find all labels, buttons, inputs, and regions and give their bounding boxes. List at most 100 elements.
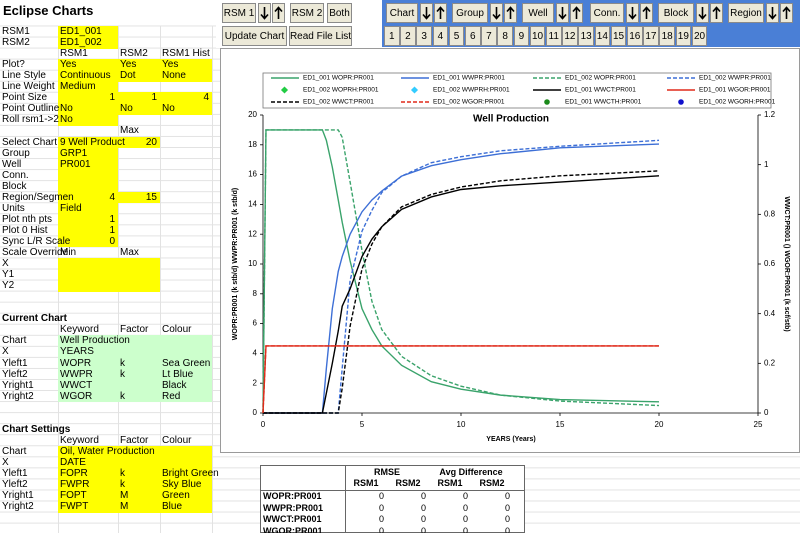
button[interactable]: 2 bbox=[400, 26, 416, 46]
x-tick-label: 10 bbox=[457, 420, 466, 429]
cell: 1 bbox=[109, 213, 115, 225]
button[interactable]: 4 bbox=[432, 26, 449, 46]
cell-highlight bbox=[58, 390, 118, 403]
cell-highlight bbox=[58, 280, 118, 292]
arrow-button[interactable] bbox=[258, 3, 271, 23]
series-line bbox=[263, 143, 660, 414]
x-tick-label: 5 bbox=[360, 420, 365, 429]
cell-highlight bbox=[58, 379, 118, 392]
button[interactable]: Group bbox=[452, 3, 488, 23]
arrow-icon bbox=[260, 7, 269, 20]
column-header: RSM2 bbox=[479, 478, 505, 488]
arrow-button[interactable] bbox=[626, 3, 639, 23]
cell-highlight bbox=[160, 490, 212, 502]
cell-highlight bbox=[58, 445, 118, 458]
arrow-icon bbox=[572, 6, 581, 19]
button[interactable]: Read File List bbox=[289, 26, 352, 46]
button[interactable]: 12 bbox=[562, 26, 578, 46]
cell-highlight bbox=[160, 445, 212, 458]
cell-highlight bbox=[58, 92, 118, 104]
button[interactable]: RSM 2 bbox=[290, 3, 324, 23]
button[interactable]: 19 bbox=[675, 26, 692, 46]
stat-value: 0 bbox=[504, 525, 510, 533]
button[interactable]: 10 bbox=[529, 26, 546, 46]
cell-highlight bbox=[58, 103, 118, 115]
arrow-icon bbox=[506, 6, 515, 19]
arrow-button[interactable] bbox=[272, 3, 285, 23]
table-divider bbox=[345, 466, 346, 532]
button[interactable]: Block bbox=[658, 3, 694, 23]
cell: k bbox=[120, 390, 125, 402]
arrow-icon bbox=[628, 7, 637, 20]
y-tick-label: 2 bbox=[253, 378, 258, 387]
arrow-button[interactable] bbox=[504, 3, 517, 23]
button[interactable]: 8 bbox=[497, 26, 513, 46]
button[interactable]: Chart bbox=[386, 3, 418, 23]
arrow-button[interactable] bbox=[640, 3, 653, 23]
y-tick-label: 10 bbox=[248, 259, 257, 268]
cell: Yleft2 bbox=[2, 368, 28, 380]
button[interactable]: 1 bbox=[384, 26, 400, 46]
arrow-button[interactable] bbox=[570, 3, 583, 23]
y2-tick-label: 0.6 bbox=[764, 259, 776, 268]
arrow-button[interactable] bbox=[766, 3, 779, 23]
cell: Current Chart bbox=[2, 313, 68, 325]
arrow-glyph bbox=[506, 6, 515, 19]
cell-highlight bbox=[160, 456, 212, 469]
arrow-button[interactable] bbox=[490, 3, 503, 23]
cell: Continuous bbox=[60, 70, 111, 82]
arrow-button[interactable] bbox=[556, 3, 569, 23]
button[interactable]: 9 bbox=[513, 26, 530, 46]
cell: RSM1 Hist bbox=[162, 48, 210, 60]
cell: RSM1 bbox=[2, 26, 30, 37]
button[interactable]: Update Chart bbox=[222, 26, 287, 46]
cell-highlight bbox=[58, 258, 118, 270]
cell-highlight bbox=[58, 490, 118, 502]
button[interactable]: 3 bbox=[416, 26, 432, 46]
button[interactable]: 13 bbox=[578, 26, 594, 46]
button[interactable]: 17 bbox=[643, 26, 659, 46]
cell: None bbox=[162, 70, 186, 82]
button[interactable]: RSM 1 bbox=[222, 3, 256, 23]
cell: Min bbox=[60, 247, 77, 258]
chart-title: Well Production bbox=[473, 114, 549, 125]
arrow-icon bbox=[782, 6, 791, 19]
cell-highlight bbox=[118, 103, 160, 115]
button[interactable]: Region bbox=[728, 3, 764, 23]
button[interactable]: 5 bbox=[448, 26, 465, 46]
series-line bbox=[262, 345, 659, 414]
x-tick-label: 0 bbox=[261, 420, 266, 429]
cell: Yes bbox=[60, 59, 77, 71]
button[interactable]: 14 bbox=[594, 26, 611, 46]
cell: FWPR bbox=[60, 479, 90, 491]
cell-highlight bbox=[160, 501, 212, 513]
cell: Point Outline bbox=[2, 103, 60, 115]
table-divider bbox=[261, 490, 524, 491]
cell: Chart bbox=[2, 445, 27, 457]
cell-highlight bbox=[58, 37, 118, 49]
button[interactable]: 7 bbox=[481, 26, 497, 46]
button[interactable]: 11 bbox=[546, 26, 562, 46]
button[interactable]: 15 bbox=[610, 26, 627, 46]
arrow-button[interactable] bbox=[420, 3, 433, 23]
button[interactable]: 6 bbox=[465, 26, 481, 46]
arrow-button[interactable] bbox=[710, 3, 723, 23]
y-tick-label: 14 bbox=[248, 200, 257, 209]
button[interactable]: Well bbox=[522, 3, 554, 23]
cell-highlight bbox=[58, 70, 118, 82]
cell-highlight bbox=[58, 501, 118, 513]
cell: 1 bbox=[109, 92, 115, 104]
button[interactable]: 18 bbox=[659, 26, 675, 46]
cell: WGOR bbox=[60, 390, 93, 402]
cell: Yright1 bbox=[2, 379, 34, 391]
arrow-button[interactable] bbox=[434, 3, 447, 23]
y-tick-label: 8 bbox=[253, 289, 258, 298]
button[interactable]: Conn. bbox=[590, 3, 624, 23]
button[interactable]: 16 bbox=[627, 26, 643, 46]
button[interactable]: 20 bbox=[691, 26, 708, 46]
arrow-button[interactable] bbox=[696, 3, 709, 23]
button[interactable]: Both bbox=[327, 3, 352, 23]
y-tick-label: 16 bbox=[248, 170, 257, 179]
series-line bbox=[263, 175, 660, 414]
arrow-button[interactable] bbox=[780, 3, 793, 23]
